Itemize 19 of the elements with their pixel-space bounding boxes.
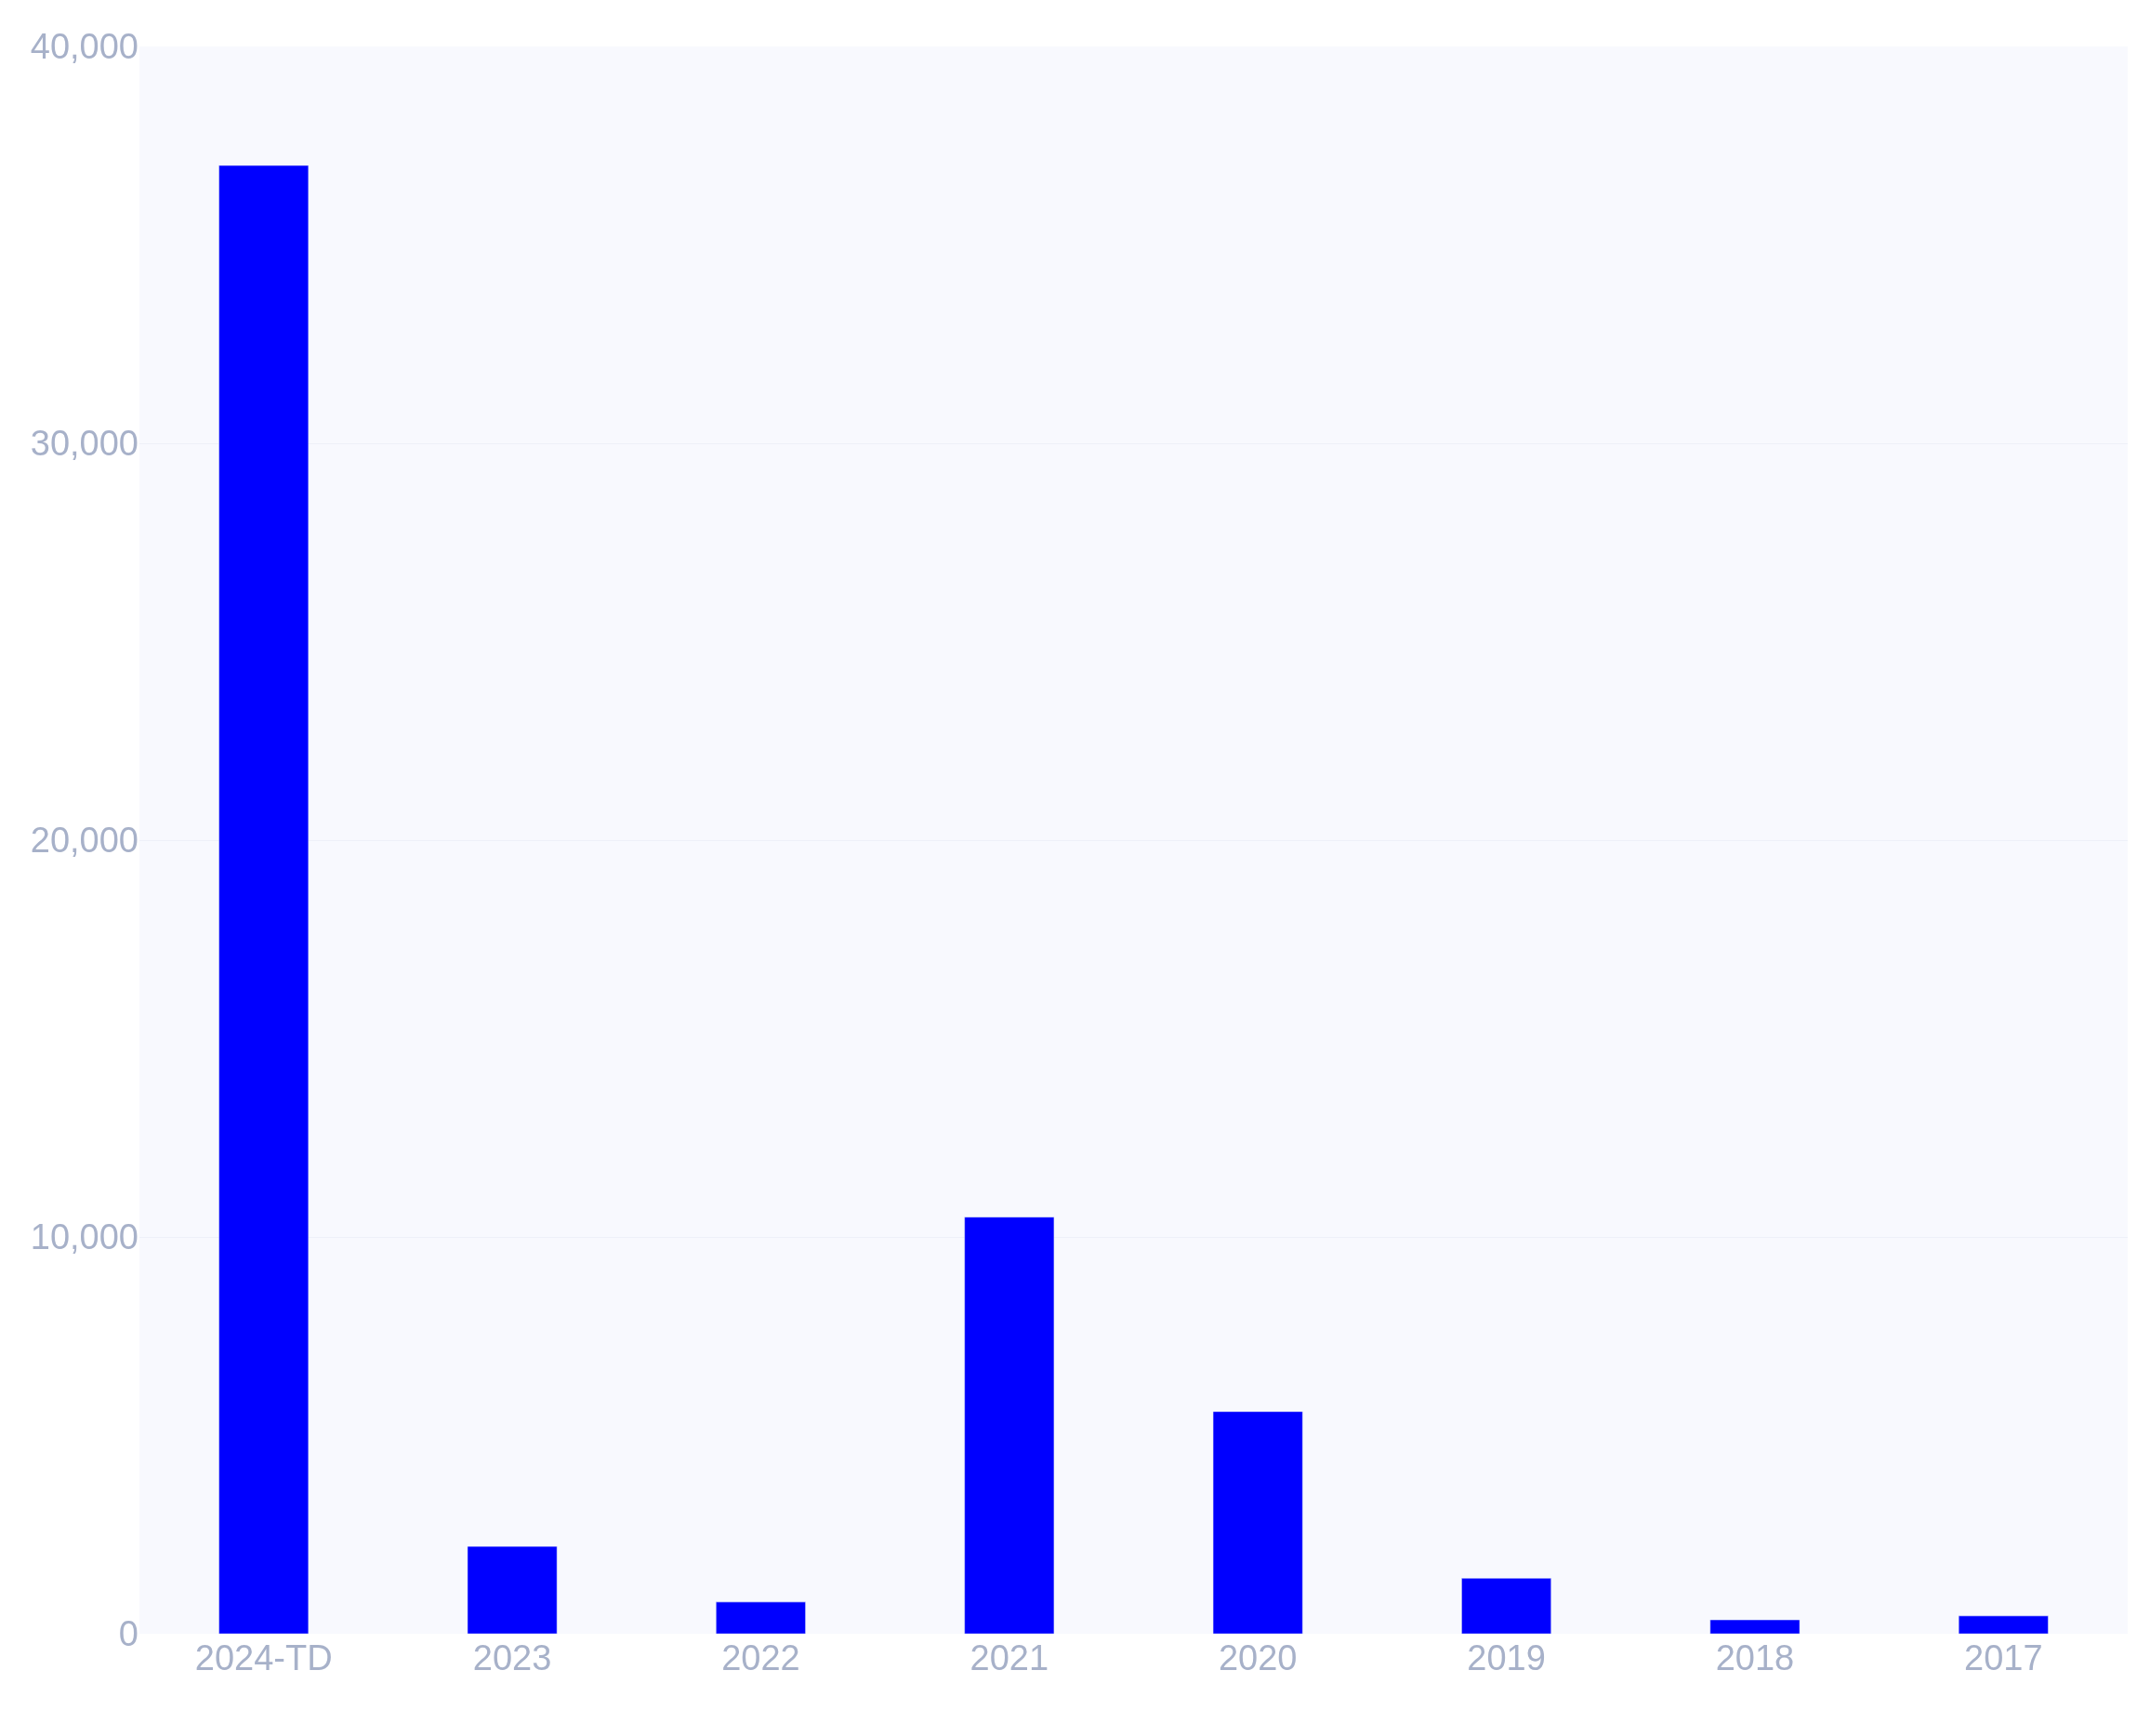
bar <box>1212 1411 1303 1634</box>
x-tick-label: 2019 <box>1467 1638 1546 1677</box>
bar <box>467 1545 558 1634</box>
x-tick-label: 2023 <box>472 1638 552 1677</box>
x-tick-label: 2024-TD <box>194 1638 333 1677</box>
bar <box>1461 1577 1551 1634</box>
x-tick-label: 2017 <box>1964 1638 2043 1677</box>
y-tick-label: 30,000 <box>30 424 139 464</box>
bar <box>1958 1615 2049 1634</box>
x-tick-label: 2018 <box>1715 1638 1795 1677</box>
y-tick-label: 20,000 <box>30 821 139 861</box>
y-tick-label: 40,000 <box>30 27 139 67</box>
bar <box>716 1601 806 1634</box>
x-tick-label: 2021 <box>970 1638 1049 1677</box>
x-tick-label: 2022 <box>721 1638 800 1677</box>
bar <box>1709 1619 1801 1634</box>
y-tick-label: 10,000 <box>30 1217 139 1257</box>
y-tick-label: 0 <box>118 1614 139 1654</box>
x-tick-label: 2020 <box>1218 1638 1298 1677</box>
